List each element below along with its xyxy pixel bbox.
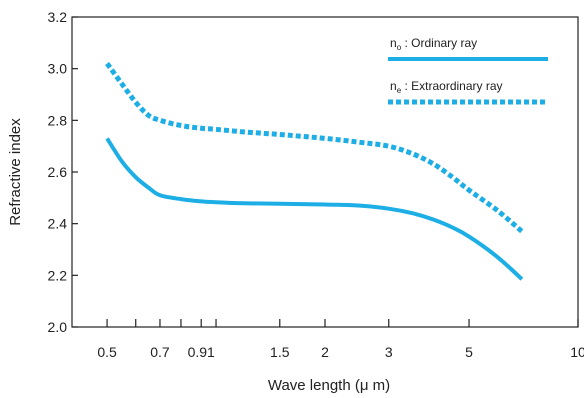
y-axis-title: Refractive index [7,118,24,226]
legend-label-extraordinary-ray: ne : Extraordinary ray [390,79,503,95]
plot-area-frame [71,16,579,328]
y-tick-label: 2.0 [48,319,68,335]
x-tick-label: 5 [465,344,473,360]
x-tick-label: 3 [385,344,393,360]
x-tick-label: 0.91 [188,344,215,360]
legend-series-name: Ordinary ray [411,36,477,50]
y-tick-label: 2.8 [48,112,68,128]
legend-label-ordinary-ray: no : Ordinary ray [390,36,477,52]
x-tick-label: 10 [570,344,584,360]
y-tick-label: 3.2 [48,9,68,25]
y-tick-label: 2.4 [48,216,68,232]
legend-symbol: n [390,36,397,50]
x-tick-label: 0.7 [150,344,170,360]
x-tick-label: 2 [321,344,329,360]
y-tick-label: 2.6 [48,164,68,180]
legend-subscript: e [397,86,402,95]
legend-separator: : [401,79,411,93]
legend-subscript: o [397,43,402,52]
legend-symbol: n [390,79,397,93]
legend-separator: : [401,36,411,50]
legend-series-name: Extraordinary ray [411,79,502,93]
x-tick-label: 0.5 [97,344,117,360]
series-layer [105,62,524,281]
y-tick-label: 3.0 [48,61,68,77]
series-line-extraordinary-ray [105,62,524,234]
x-tick-label: 1.5 [270,344,290,360]
series-line-ordinary-ray [105,137,524,281]
y-tick-label: 2.2 [48,267,68,283]
x-axis-title: Wave length (μ m) [268,377,390,394]
ticks-layer: 2.0 2.2 2.4 2.6 2.8 3.0 3.2 0.5 0.7 0.91 1.5 2 3 5 10 [48,9,584,360]
